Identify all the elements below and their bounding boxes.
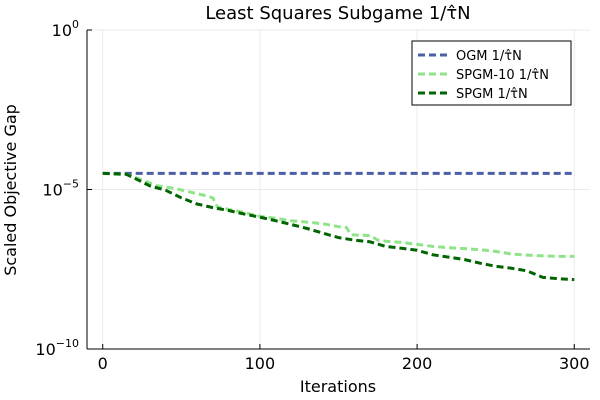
series-layer bbox=[102, 171, 575, 282]
legend-label-1: OGM 1/τ̂N bbox=[456, 49, 522, 64]
y-ticks: 10−10 10−5 100 bbox=[35, 18, 92, 359]
legend-items: OGM 1/τ̂N SPGM-10 1/τ̂N SPGM 1/τ̂N bbox=[418, 49, 549, 102]
x-tick-label: 0 bbox=[98, 354, 108, 373]
x-axis-title: Iterations bbox=[300, 377, 376, 396]
x-tick-label: 100 bbox=[245, 354, 276, 373]
y-tick-label: 10−5 bbox=[42, 178, 79, 200]
legend: OGM 1/τ̂N SPGM-10 1/τ̂N SPGM 1/τ̂N bbox=[411, 40, 572, 106]
legend-label-2: SPGM-10 1/τ̂N bbox=[456, 68, 549, 83]
chart-title: Least Squares Subgame 1/τ̂N bbox=[205, 3, 470, 24]
series-line-2 bbox=[102, 171, 575, 258]
series-line-3 bbox=[102, 171, 575, 282]
y-tick-label: 100 bbox=[52, 18, 79, 40]
y-tick-label: 10−10 bbox=[35, 337, 79, 359]
legend-label-3: SPGM 1/τ̂N bbox=[456, 87, 528, 102]
x-tick-label: 300 bbox=[559, 354, 590, 373]
legend-box bbox=[411, 40, 572, 106]
x-ticks: 0 100 200 300 bbox=[98, 344, 590, 373]
y-axis-title: Scaled Objective Gap bbox=[1, 104, 20, 276]
x-tick-label: 200 bbox=[402, 354, 433, 373]
